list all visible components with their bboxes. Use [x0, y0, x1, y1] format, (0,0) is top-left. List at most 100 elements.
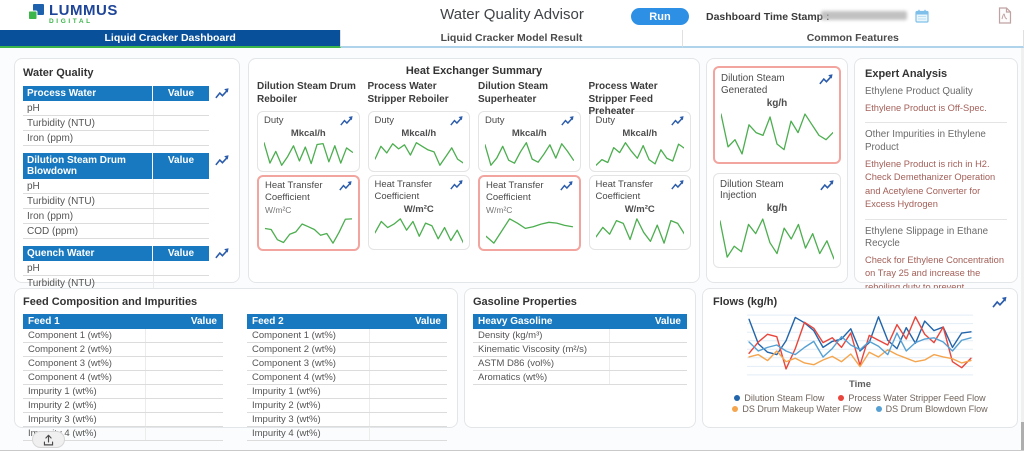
table-row: pH: [23, 179, 209, 194]
value-cell: [369, 385, 447, 398]
table-row: COD (ppm): [23, 224, 209, 239]
table-row: Impurity 3 (wt%): [23, 413, 223, 427]
value-cell: [609, 343, 687, 356]
scrollbar-track[interactable]: [1021, 48, 1024, 450]
exchanger-name: Process Water Stripper Reboiler: [367, 81, 449, 105]
legend-item: DS Drum Blowdown Flow: [875, 404, 988, 414]
heavy-gasoline-table: Heavy Gasoline Value Density (kg/m³) Kine…: [473, 314, 687, 385]
value-cell: [369, 343, 447, 356]
value-cell: [145, 399, 223, 412]
table-row: Component 3 (wt%): [23, 357, 223, 371]
duty-unit: Mkcal/h: [290, 128, 326, 139]
htc-unit: W/m²C: [403, 203, 434, 215]
heat-exchanger-title: Heat Exchanger Summary: [405, 65, 543, 77]
trend-icon[interactable]: [559, 180, 573, 192]
dilution-steam-injection-sparkline: [720, 216, 834, 262]
exchanger-name: Process Water Stripper Feed Preheater: [588, 81, 658, 117]
flows-line-chart: [747, 313, 973, 377]
htc-unit: W/m²C: [265, 204, 292, 215]
value-cell: [609, 371, 687, 384]
trend-icon[interactable]: [215, 87, 229, 100]
table-row: Turbidity (NTU): [23, 194, 209, 209]
duty-sparkline: [375, 141, 464, 167]
value-cell: [145, 371, 223, 384]
value-cell: [145, 427, 223, 440]
duty-card: Duty Mkcal/h: [478, 111, 581, 172]
value-cell: [369, 413, 447, 426]
flows-card: Flows (kg/h) Time Dilution Steam Flow Pr…: [702, 288, 1018, 428]
legend-dot: [734, 395, 741, 401]
value-cell: [153, 179, 209, 193]
table-row: Impurity 2 (wt%): [247, 399, 447, 413]
card-unit: kg/h: [766, 203, 788, 214]
legend-dot: [875, 406, 882, 412]
trend-icon[interactable]: [339, 115, 353, 127]
trend-icon[interactable]: [450, 115, 463, 127]
table-row: ASTM D86 (vol%): [473, 357, 687, 371]
htc-sparkline: [265, 217, 352, 245]
htc-label: Heat Transfer Coefficient: [374, 179, 433, 202]
value-column-header: Value: [153, 153, 209, 179]
dilution-steam-generated-card: Dilution Steam Generated kg/h: [713, 66, 841, 164]
value-cell: [369, 427, 447, 440]
htc-label: Heat Transfer Coefficient: [595, 179, 654, 202]
card-title: Dilution Steam Injection: [720, 178, 784, 202]
feed-2-table: Feed 2 Value Component 1 (wt%) Component …: [247, 314, 447, 441]
tab-liquid-cracker-dashboard[interactable]: Liquid Cracker Dashboard: [0, 30, 342, 48]
value-cell: [153, 224, 209, 238]
app-header: LUMMUS DIGITAL Water Quality Advisor Run…: [0, 0, 1024, 30]
analysis-heading: Ethylene Slippage in Ethane Recycle: [865, 225, 989, 250]
export-upload-button[interactable]: [32, 431, 65, 448]
htc-card: Heat Transfer Coefficient W/m²C: [588, 175, 691, 250]
trend-icon[interactable]: [671, 179, 684, 191]
tab-liquid-cracker-model-result[interactable]: Liquid Cracker Model Result: [341, 30, 683, 48]
value-cell: [153, 209, 209, 223]
table-row: Density (kg/m³): [473, 329, 687, 343]
trend-icon[interactable]: [992, 296, 1007, 309]
value-cell: [145, 385, 223, 398]
trend-icon[interactable]: [671, 115, 684, 127]
trend-icon[interactable]: [819, 73, 833, 86]
calendar-icon[interactable]: [915, 9, 929, 23]
legend-item: Process Water Stripper Feed Flow: [838, 393, 986, 403]
trend-icon[interactable]: [338, 180, 352, 192]
duty-unit: Mkcal/h: [401, 128, 437, 139]
trend-icon[interactable]: [215, 154, 229, 167]
feed-composition-title: Feed Composition and Impurities: [23, 296, 198, 308]
value-column-header: Value: [153, 86, 209, 101]
duty-unit: Mkcal/h: [511, 128, 547, 139]
scrollbar-thumb[interactable]: [1021, 422, 1024, 450]
pdf-export-icon[interactable]: [997, 7, 1012, 24]
trend-icon[interactable]: [215, 247, 229, 260]
trend-icon[interactable]: [560, 115, 574, 127]
logo-name: LUMMUS: [49, 2, 118, 19]
table-row: Component 1 (wt%): [23, 329, 223, 343]
analysis-body: Ethylene Product is rich in H2. Check De…: [865, 158, 996, 210]
chart-legend: Dilution Steam Flow Process Water Stripp…: [713, 393, 1007, 414]
tab-common-features[interactable]: Common Features: [682, 30, 1024, 48]
duty-sparkline: [264, 141, 353, 167]
run-button[interactable]: Run: [631, 8, 689, 25]
value-cell: [145, 413, 223, 426]
value-column-header: Value: [153, 246, 209, 261]
duty-label: Duty: [595, 115, 616, 126]
dilution-steam-injection-card: Dilution Steam Injection kg/h: [713, 172, 841, 268]
water-quality-title: Water Quality: [23, 67, 94, 79]
lummus-logo-icon: [28, 3, 45, 20]
trend-icon[interactable]: [450, 179, 463, 191]
table-row: pH: [23, 101, 209, 116]
table-row: Impurity 4 (wt%): [247, 427, 447, 441]
flows-title: Flows (kg/h): [713, 296, 778, 308]
logo-subtitle: DIGITAL: [49, 18, 93, 25]
value-cell: [153, 131, 209, 145]
table-row: Component 1 (wt%): [247, 329, 447, 343]
feed-composition-card: Feed Composition and Impurities Feed 1 Va…: [14, 288, 458, 441]
analysis-item: Other Impurities in Ethylene Product Eth…: [865, 123, 1007, 220]
exchanger-column: Process Water Stripper Feed Preheater Du…: [588, 81, 691, 251]
value-cell: [153, 194, 209, 208]
table-row: Kinematic Viscosity (m²/s): [473, 343, 687, 357]
water-quality-card: Water Quality Process Water Value pH Tur…: [14, 58, 240, 321]
trend-icon[interactable]: [820, 179, 834, 192]
value-cell: [145, 357, 223, 370]
duty-card: Duty Mkcal/h: [257, 111, 360, 172]
